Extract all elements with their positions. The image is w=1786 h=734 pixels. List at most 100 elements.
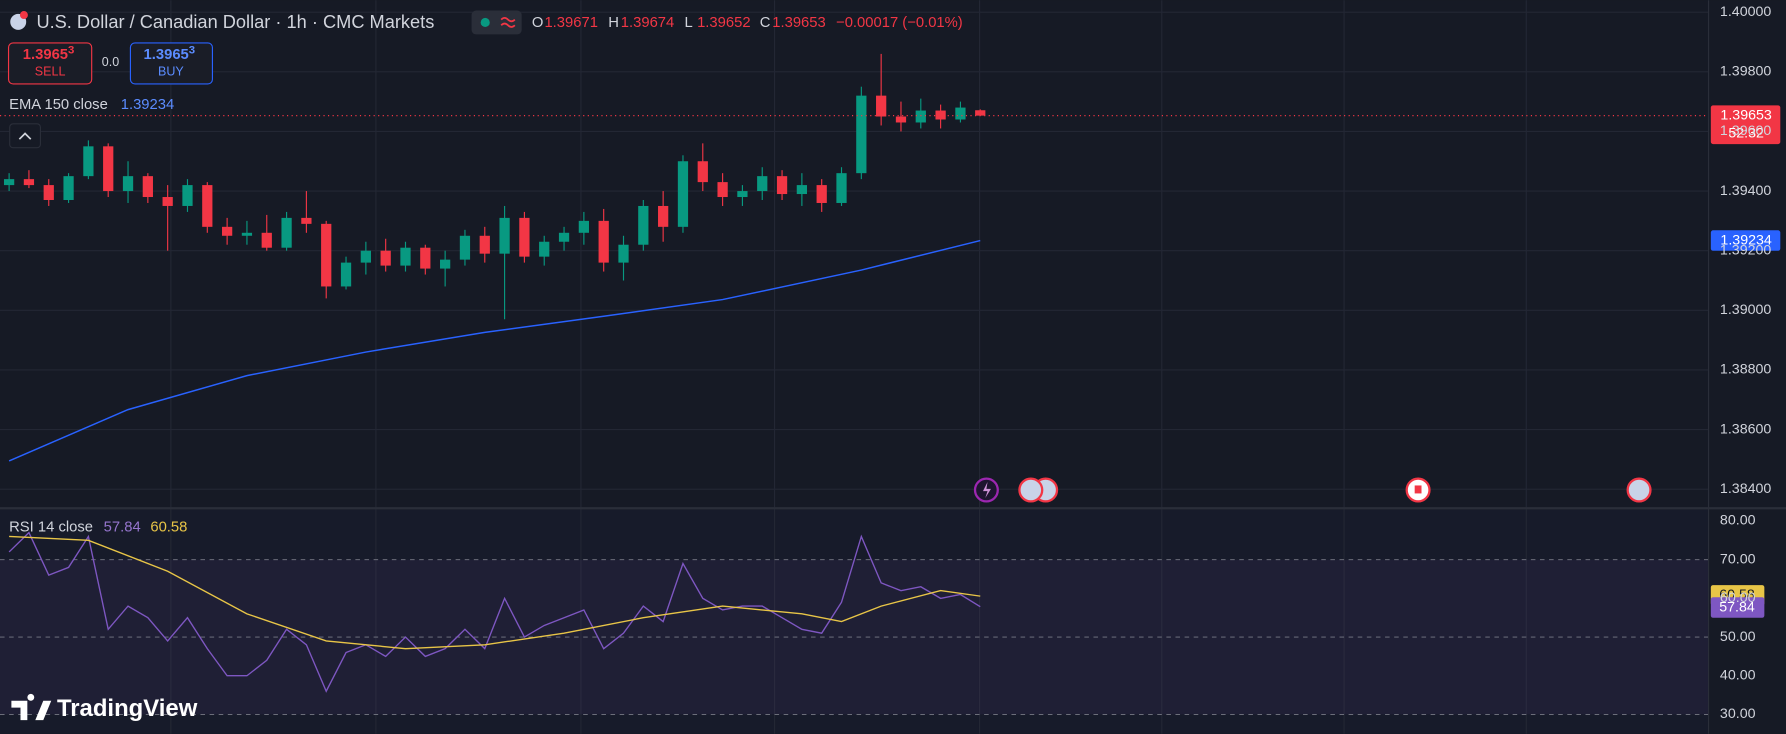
candle-body bbox=[876, 95, 887, 117]
ema-tag bbox=[1710, 230, 1781, 251]
candle-body bbox=[697, 161, 708, 183]
y-tick-label: 50.00 bbox=[1720, 629, 1756, 645]
price-tag-label: 1.39653 bbox=[1720, 107, 1771, 123]
sell-button[interactable] bbox=[7, 42, 93, 85]
y-tick-label: 1.39200 bbox=[1720, 242, 1771, 258]
rsi-ma-legend-value: 60.58 bbox=[150, 520, 187, 536]
ema-legend: EMA 150 close bbox=[9, 97, 108, 113]
y-tick-label: 70.00 bbox=[1720, 551, 1756, 567]
rsi-tag-label: 57.84 bbox=[1719, 599, 1755, 615]
countdown: 52:32 bbox=[1728, 126, 1764, 142]
candle-body bbox=[162, 197, 173, 206]
candle-body bbox=[935, 110, 946, 120]
candle-body bbox=[618, 244, 629, 263]
change: −0.00017 (−0.01%) bbox=[836, 15, 963, 31]
candle-body bbox=[340, 262, 352, 287]
ohlc-value: 1.39652 bbox=[697, 15, 751, 31]
candle-body bbox=[558, 232, 570, 242]
rsi-legend-value: 57.84 bbox=[104, 520, 141, 536]
status-badge bbox=[471, 10, 522, 35]
candle-body bbox=[241, 232, 253, 236]
maple-icon bbox=[1414, 485, 1422, 494]
candle-body bbox=[975, 110, 986, 116]
buy-button[interactable] bbox=[129, 42, 213, 85]
ohlc-value: 1.39653 bbox=[772, 15, 826, 31]
brand-name: TradingView bbox=[57, 695, 198, 722]
candle-body bbox=[440, 259, 451, 269]
candle-body bbox=[856, 95, 867, 174]
y-tick-label: 60.00 bbox=[1720, 590, 1756, 606]
market-open-dot bbox=[480, 17, 490, 27]
y-tick-label: 1.39600 bbox=[1720, 123, 1771, 139]
candle-body bbox=[955, 107, 966, 120]
pip[interactable]: 3 bbox=[68, 44, 74, 56]
candle-body bbox=[638, 205, 649, 245]
rsi-tag bbox=[1710, 597, 1765, 618]
chevron-icon[interactable] bbox=[18, 132, 32, 140]
ema-line bbox=[8, 239, 981, 462]
candle-body bbox=[658, 205, 669, 227]
flag-icon bbox=[19, 11, 28, 20]
symbol-title: U.S. Dollar / Canadian Dollar · 1h · CMC… bbox=[36, 12, 434, 32]
candle-body bbox=[142, 176, 153, 198]
event-icon[interactable] bbox=[1626, 477, 1652, 503]
candle-body bbox=[261, 232, 272, 248]
candle-body bbox=[3, 179, 15, 186]
buy-label[interactable]: BUY bbox=[158, 64, 184, 78]
sell-price[interactable]: 1.39653 bbox=[23, 44, 75, 62]
candle-body bbox=[103, 146, 114, 192]
candle-body bbox=[776, 176, 788, 195]
candle-body bbox=[83, 146, 94, 177]
candle-body bbox=[23, 179, 35, 186]
rsi-line bbox=[8, 531, 981, 693]
pip[interactable]: 3 bbox=[189, 44, 195, 56]
ohlc-label: C bbox=[760, 15, 771, 31]
event-icon[interactable] bbox=[1018, 477, 1044, 503]
y-tick-label: 30.00 bbox=[1720, 706, 1756, 722]
ohlc-label: O bbox=[532, 15, 544, 31]
candle-body bbox=[400, 247, 411, 266]
y-tick-label: 1.38400 bbox=[1720, 481, 1771, 497]
price-tag bbox=[1710, 105, 1781, 145]
candle-body bbox=[578, 220, 589, 233]
brand-logo bbox=[11, 693, 52, 721]
buy-price[interactable]: 1.39653 bbox=[144, 44, 196, 62]
candle-body bbox=[717, 182, 728, 198]
candle-body bbox=[598, 220, 609, 263]
y-tick-label: 1.38800 bbox=[1720, 362, 1771, 378]
candle-body bbox=[836, 173, 847, 203]
y-tick-label: 1.38600 bbox=[1720, 421, 1771, 437]
y-tick-label: 1.39000 bbox=[1720, 302, 1771, 318]
y-tick-label: 40.00 bbox=[1720, 668, 1756, 684]
candle-body bbox=[915, 110, 926, 123]
candle-body bbox=[816, 185, 827, 203]
price[interactable]: 1.3965 bbox=[23, 47, 68, 63]
ohlc-value: 1.39674 bbox=[621, 15, 675, 31]
sell-label[interactable]: SELL bbox=[35, 64, 66, 78]
candle-body bbox=[321, 223, 332, 287]
candle-body bbox=[301, 217, 312, 224]
candle-body bbox=[122, 176, 134, 192]
candle-body bbox=[737, 191, 748, 198]
candle-body bbox=[519, 217, 530, 257]
candle-body bbox=[221, 226, 233, 236]
candle-body bbox=[360, 250, 371, 263]
y-tick-label: 1.39800 bbox=[1720, 64, 1771, 80]
rsi-ma-line bbox=[9, 535, 981, 650]
ohlc-value: 1.39671 bbox=[544, 15, 598, 31]
candle-body bbox=[63, 176, 74, 200]
price[interactable]: 1.3965 bbox=[144, 47, 189, 63]
y-tick-label: 80.00 bbox=[1720, 513, 1756, 529]
ema-tag-label: 1.39234 bbox=[1720, 232, 1771, 248]
candle-body bbox=[459, 235, 471, 260]
ema-legend-value: 1.39234 bbox=[121, 97, 175, 113]
candle-body bbox=[677, 161, 689, 227]
collapse-button[interactable] bbox=[9, 123, 42, 149]
candle-body bbox=[499, 217, 510, 254]
bolt-icon bbox=[982, 482, 991, 498]
candle-body bbox=[796, 185, 808, 195]
y-tick-label: 1.40000 bbox=[1720, 4, 1771, 20]
ohlc-label: H bbox=[608, 15, 619, 31]
candle-body bbox=[420, 247, 431, 269]
